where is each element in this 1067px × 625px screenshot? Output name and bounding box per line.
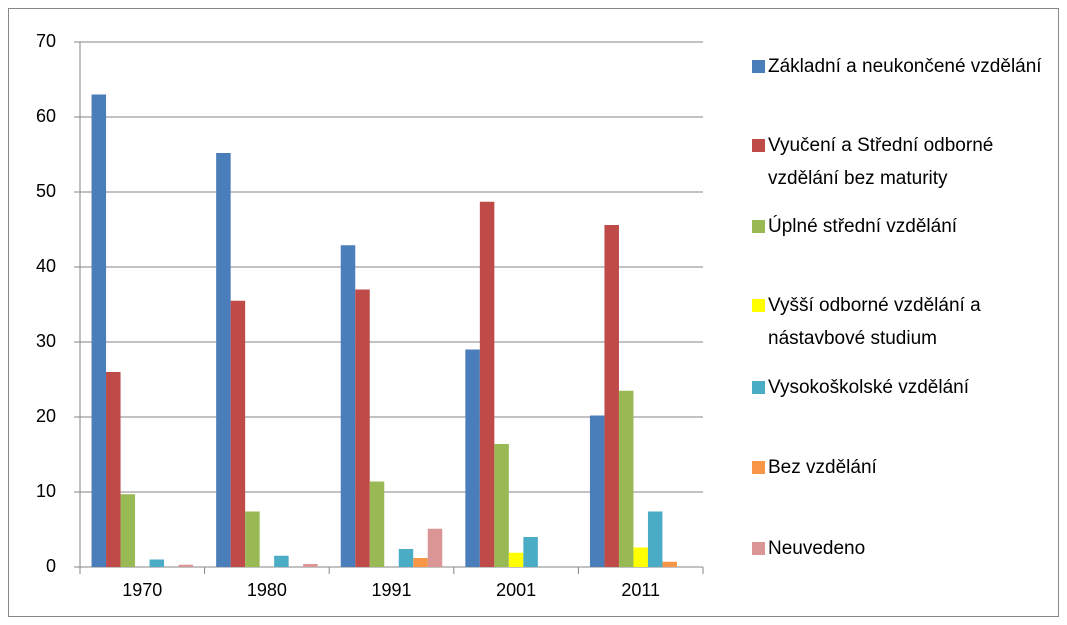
- legend-key: [752, 220, 765, 233]
- bar: [398, 549, 414, 567]
- legend-label: Vyšší odborné vzdělání a nástavbové stud…: [768, 295, 981, 349]
- y-tick-label: 50: [36, 181, 56, 201]
- x-tick-label: 1980: [247, 580, 287, 600]
- bar: [303, 564, 318, 567]
- bar: [230, 300, 246, 567]
- y-tick-label: 0: [46, 556, 56, 576]
- legend-entry: Neuvedeno: [752, 532, 1052, 565]
- legend-label: Úplné střední vzdělání: [768, 216, 958, 237]
- y-tick-label: 40: [36, 256, 56, 276]
- bar: [633, 547, 648, 567]
- x-tick-label: 1970: [122, 580, 162, 600]
- bar: [427, 528, 443, 567]
- bar: [149, 559, 165, 567]
- bar: [479, 201, 495, 567]
- legend-entry: Základní a neukončené vzdělání: [752, 50, 1052, 83]
- bar: [662, 561, 677, 567]
- bar: [91, 94, 107, 567]
- x-tick-label: 2001: [496, 580, 536, 600]
- bar: [508, 552, 524, 567]
- bar: [647, 511, 663, 567]
- bar: [245, 511, 260, 567]
- y-tick-label: 60: [36, 106, 56, 126]
- legend-label: Neuvedeno: [768, 538, 866, 559]
- legend-label: Vysokoškolské vzdělání: [768, 377, 970, 398]
- y-tick-label: 30: [36, 331, 56, 351]
- legend-label: Bez vzdělání: [768, 457, 877, 478]
- legend-entry: Bez vzdělání: [752, 451, 1052, 484]
- y-tick-label: 10: [36, 481, 56, 501]
- bar: [413, 558, 428, 567]
- bar: [106, 372, 121, 567]
- legend-key: [752, 542, 765, 555]
- x-tick-label: 2011: [621, 580, 660, 600]
- legend-entry: Vysokoškolské vzdělání: [752, 371, 1052, 404]
- bar: [355, 289, 370, 567]
- bar: [340, 245, 356, 567]
- legend-key: [752, 381, 765, 394]
- legend-entry: Úplné střední vzdělání: [752, 210, 1052, 243]
- bar: [523, 537, 538, 567]
- legend-label: Základní a neukončené vzdělání: [768, 56, 1042, 77]
- bar: [604, 225, 619, 567]
- legend-entry: Vyšší odborné vzdělání a nástavbové stud…: [752, 289, 1052, 355]
- bar: [589, 415, 605, 567]
- legend-key: [752, 299, 765, 312]
- frame: [8, 8, 1059, 617]
- x-tick-label: 1991: [371, 580, 411, 600]
- legend-key: [752, 139, 765, 152]
- y-tick-label: 20: [36, 406, 56, 426]
- bar: [274, 555, 289, 567]
- bar: [618, 390, 634, 567]
- legend-key: [752, 60, 765, 73]
- bar: [465, 349, 480, 567]
- legend-label: Vyučení a Střední odborné vzdělání bez m…: [768, 135, 994, 189]
- bar: [120, 494, 136, 567]
- legend-key: [752, 461, 765, 474]
- bar: [178, 564, 194, 567]
- y-tick-label: 70: [36, 31, 56, 51]
- bar: [494, 444, 509, 567]
- legend-entry: Vyučení a Střední odborné vzdělání bez m…: [752, 129, 1052, 195]
- bar: [369, 481, 385, 567]
- bar: [216, 153, 231, 567]
